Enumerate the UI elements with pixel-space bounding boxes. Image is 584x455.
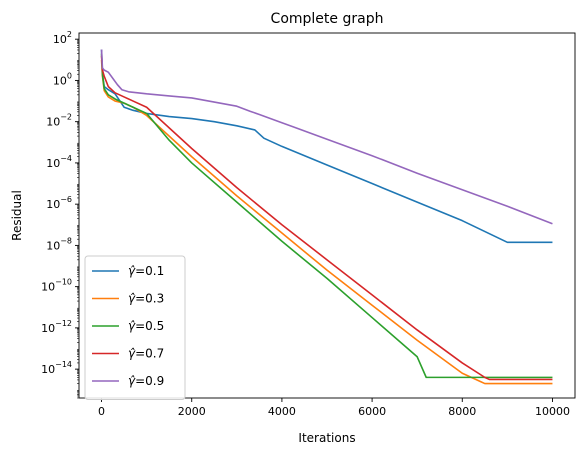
- series-line-2: [100, 53, 553, 379]
- y-tick-label: 10−14: [41, 360, 72, 376]
- y-tick-label: 10−10: [41, 278, 72, 294]
- legend-label-3: γ̂=0.7: [128, 347, 164, 361]
- legend-label-4: γ̂=0.9: [128, 374, 164, 388]
- legend-label-0: γ̂=0.1: [128, 264, 164, 278]
- series-line-4: [100, 49, 553, 225]
- y-tick-label: 10−2: [46, 113, 72, 129]
- x-tick-label: 10000: [535, 405, 570, 418]
- x-tick-label: 2000: [178, 405, 206, 418]
- legend: γ̂=0.1 γ̂=0.3 γ̂=0.5 γ̂=0.7 γ̂=0.9: [84, 255, 186, 400]
- series-line-1: [100, 59, 553, 385]
- y-tick-label: 10−4: [46, 154, 72, 170]
- chart-title: Complete graph: [271, 11, 384, 27]
- series-line-3: [100, 55, 553, 381]
- x-axis-title: Iterations: [298, 431, 355, 445]
- y-tick-label: 102: [53, 30, 72, 46]
- y-tick-label: 10−6: [46, 195, 72, 211]
- axes-layer: 0 2000 4000 6000 8000 10000 102 100 10−2 10−4 10−6…: [41, 30, 576, 418]
- series-line-0: [100, 49, 553, 244]
- legend-label-1: γ̂=0.3: [128, 292, 164, 306]
- legend-box: [84, 255, 186, 400]
- x-tick-label: 4000: [268, 405, 296, 418]
- y-tick-label: 100: [53, 71, 72, 87]
- y-tick-label: 10−8: [46, 236, 72, 252]
- y-axis-title: Residual: [10, 190, 24, 241]
- y-tick-label: 10−12: [41, 319, 72, 335]
- axes-frame: [78, 32, 576, 399]
- series-layer: [100, 49, 553, 385]
- legend-label-2: γ̂=0.5: [128, 319, 164, 333]
- x-tick-label: 0: [98, 405, 105, 418]
- x-tick-label: 8000: [448, 405, 476, 418]
- x-tick-label: 6000: [358, 405, 386, 418]
